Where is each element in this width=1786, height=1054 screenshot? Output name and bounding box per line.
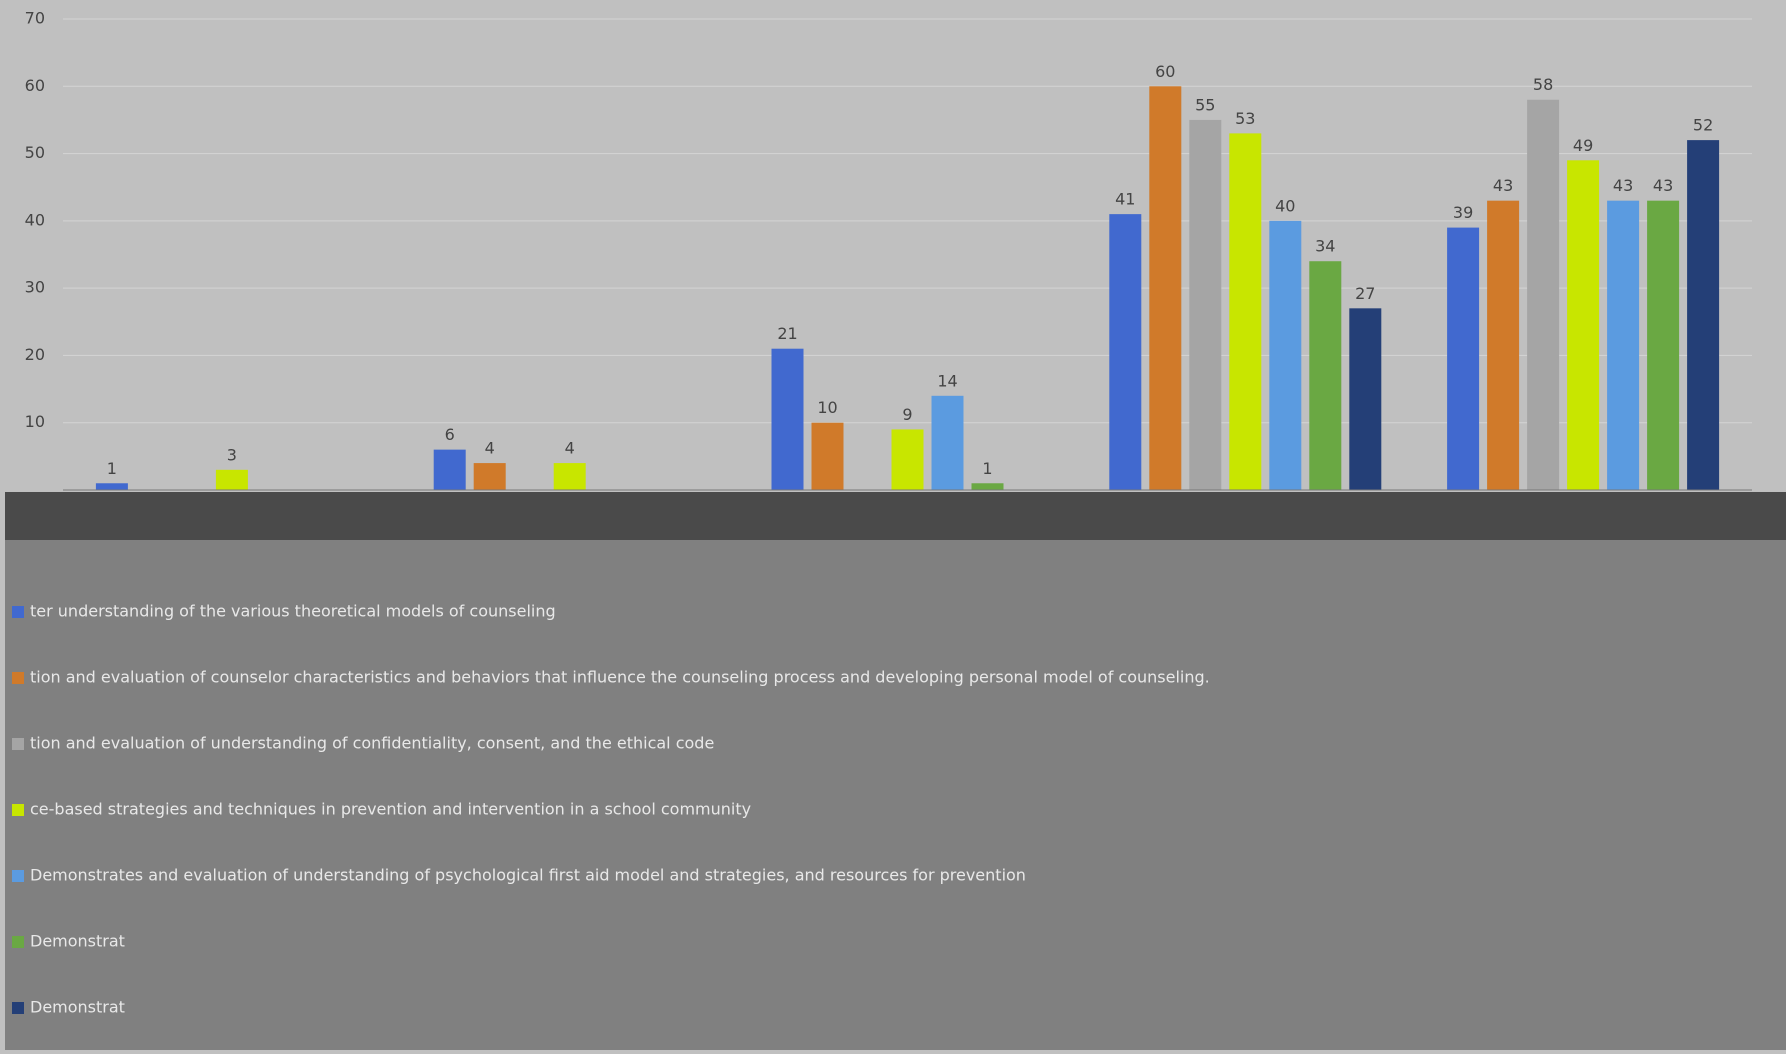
bar bbox=[1109, 214, 1142, 490]
bar bbox=[1149, 86, 1182, 491]
value-label: 27 bbox=[1355, 284, 1375, 303]
legend-label: ter understanding of the various theoret… bbox=[30, 602, 556, 621]
value-label: 4 bbox=[485, 439, 495, 458]
legend-swatch bbox=[12, 936, 24, 948]
value-label: 58 bbox=[1533, 75, 1553, 94]
y-tick-label: 30 bbox=[25, 278, 45, 297]
bar bbox=[971, 483, 1004, 490]
y-tick-label: 20 bbox=[25, 345, 45, 364]
legend-swatch bbox=[12, 672, 24, 684]
bar bbox=[771, 348, 804, 490]
value-label: 60 bbox=[1155, 62, 1175, 81]
value-label: 1 bbox=[982, 459, 992, 478]
value-label: 43 bbox=[1493, 176, 1513, 195]
bar bbox=[473, 463, 506, 490]
legend-swatch bbox=[12, 870, 24, 882]
bar bbox=[1607, 200, 1640, 490]
legend-swatch bbox=[12, 804, 24, 816]
y-tick-label: 10 bbox=[25, 412, 45, 431]
value-label: 14 bbox=[937, 371, 957, 390]
value-label: 3 bbox=[227, 445, 237, 464]
bar bbox=[1647, 200, 1680, 490]
legend-label: Demonstrat bbox=[30, 998, 125, 1017]
bar bbox=[215, 469, 248, 490]
value-label: 34 bbox=[1315, 237, 1335, 256]
bar bbox=[1527, 99, 1560, 490]
value-label: 52 bbox=[1693, 116, 1713, 135]
value-label: 6 bbox=[445, 425, 455, 444]
legend-label: tion and evaluation of counselor charact… bbox=[30, 668, 1210, 687]
value-label: 55 bbox=[1195, 95, 1215, 114]
value-label: 9 bbox=[902, 405, 912, 424]
bar bbox=[1309, 261, 1342, 490]
legend: ter understanding of the various theoret… bbox=[12, 602, 1210, 1017]
bar bbox=[1687, 140, 1720, 490]
bar bbox=[95, 483, 128, 490]
bar bbox=[931, 395, 964, 490]
y-tick-label: 60 bbox=[25, 76, 45, 95]
axis-band bbox=[5, 492, 1786, 540]
value-label: 43 bbox=[1613, 176, 1633, 195]
value-label: 43 bbox=[1653, 176, 1673, 195]
value-label: 1 bbox=[107, 459, 117, 478]
bar bbox=[1487, 200, 1520, 490]
bar bbox=[1269, 220, 1302, 490]
value-label: 21 bbox=[777, 324, 797, 343]
legend-label: tion and evaluation of understanding of … bbox=[30, 734, 714, 753]
bar bbox=[1229, 133, 1262, 490]
legend-swatch bbox=[12, 606, 24, 618]
bar bbox=[1189, 119, 1222, 490]
y-tick-label: 70 bbox=[25, 9, 45, 28]
bar bbox=[553, 463, 586, 490]
value-label: 41 bbox=[1115, 190, 1135, 209]
legend-label: ce-based strategies and techniques in pr… bbox=[30, 800, 751, 819]
value-label: 39 bbox=[1453, 203, 1473, 222]
legend-swatch bbox=[12, 738, 24, 750]
bar bbox=[1447, 227, 1480, 491]
bar bbox=[811, 422, 844, 490]
legend-area bbox=[5, 540, 1786, 1050]
bar bbox=[1349, 308, 1382, 490]
bar bbox=[433, 449, 466, 490]
value-label: 4 bbox=[565, 439, 575, 458]
legend-label: Demonstrat bbox=[30, 932, 125, 951]
bar bbox=[1567, 160, 1600, 491]
value-label: 40 bbox=[1275, 196, 1295, 215]
y-tick-label: 40 bbox=[25, 210, 45, 229]
y-tick-label: 50 bbox=[25, 143, 45, 162]
legend-swatch bbox=[12, 1002, 24, 1014]
bar bbox=[891, 429, 924, 490]
value-label: 53 bbox=[1235, 109, 1255, 128]
legend-label: Demonstrates and evaluation of understan… bbox=[30, 866, 1026, 885]
value-label: 49 bbox=[1573, 136, 1593, 155]
value-label: 10 bbox=[817, 398, 837, 417]
